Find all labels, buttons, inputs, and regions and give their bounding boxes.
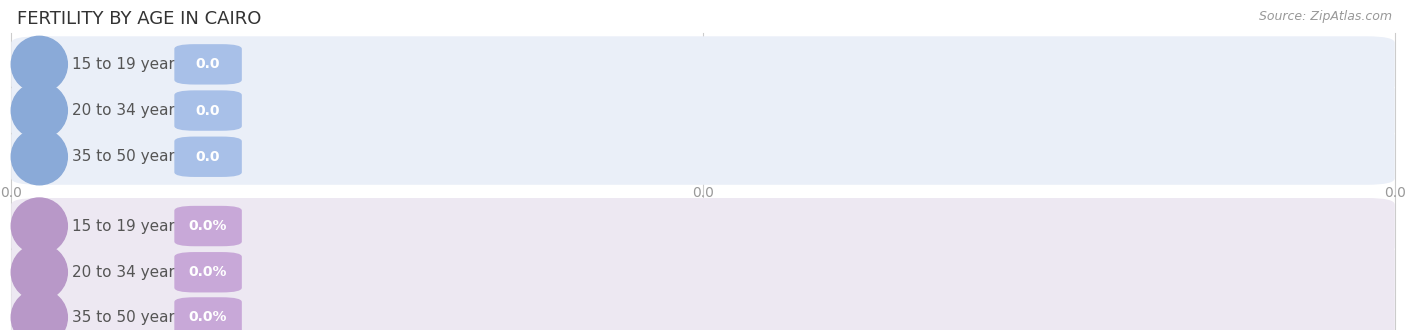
Text: 35 to 50 years: 35 to 50 years [72,310,183,325]
Text: 15 to 19 years: 15 to 19 years [72,57,183,72]
Ellipse shape [11,129,67,185]
Ellipse shape [11,36,67,92]
Ellipse shape [11,82,67,139]
FancyBboxPatch shape [11,82,1395,139]
Text: Source: ZipAtlas.com: Source: ZipAtlas.com [1258,10,1392,23]
Text: 0.0: 0.0 [692,186,714,200]
Text: 20 to 34 years: 20 to 34 years [72,265,183,280]
FancyBboxPatch shape [174,252,242,292]
FancyBboxPatch shape [174,297,242,330]
FancyBboxPatch shape [174,206,242,246]
Ellipse shape [11,244,67,300]
FancyBboxPatch shape [174,137,242,177]
Text: 0.0: 0.0 [195,57,221,71]
Text: 35 to 50 years: 35 to 50 years [72,149,183,164]
Ellipse shape [11,289,67,330]
Text: 0.0%: 0.0% [188,311,228,324]
Text: 15 to 19 years: 15 to 19 years [72,218,183,234]
FancyBboxPatch shape [174,44,242,84]
Text: 0.0%: 0.0% [188,219,228,233]
Text: 0.0: 0.0 [1384,186,1406,200]
FancyBboxPatch shape [11,129,1395,185]
Text: FERTILITY BY AGE IN CAIRO: FERTILITY BY AGE IN CAIRO [17,10,262,28]
Text: 20 to 34 years: 20 to 34 years [72,103,183,118]
Text: 0.0%: 0.0% [188,265,228,279]
FancyBboxPatch shape [11,244,1395,300]
FancyBboxPatch shape [11,36,1395,92]
FancyBboxPatch shape [11,198,1395,254]
Ellipse shape [11,198,67,254]
Text: 0.0: 0.0 [0,186,22,200]
Text: 0.0: 0.0 [195,150,221,164]
FancyBboxPatch shape [174,90,242,131]
Text: 0.0: 0.0 [195,104,221,117]
FancyBboxPatch shape [11,289,1395,330]
